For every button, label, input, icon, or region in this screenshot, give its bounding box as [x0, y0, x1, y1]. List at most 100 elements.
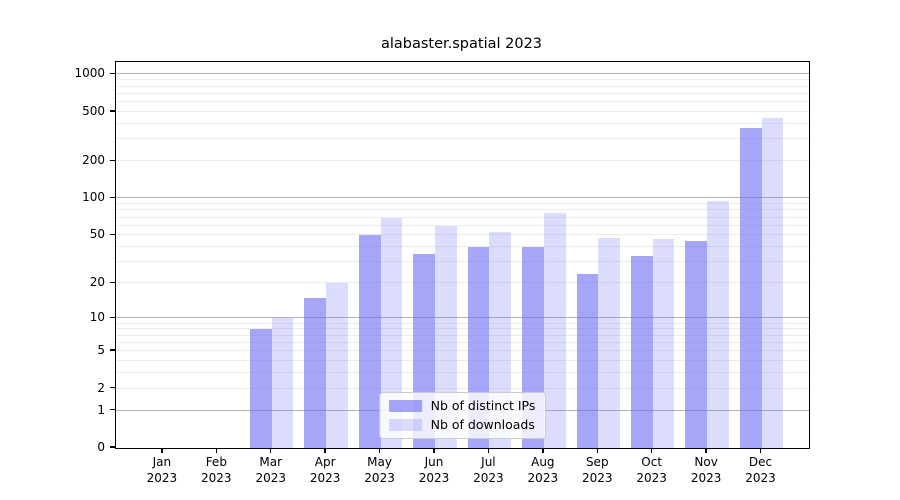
- x-tick-month: May: [367, 455, 392, 469]
- legend-swatch-distinct-ips: [388, 400, 422, 413]
- x-tick-label-jan: Jan 2023: [132, 454, 192, 486]
- y-tick-label: 1000: [74, 66, 105, 81]
- y-tick-label: 20: [89, 275, 105, 290]
- major-gridline: [116, 73, 809, 75]
- bar-downloads-oct: [652, 238, 675, 448]
- y-tick-label: 1: [97, 402, 105, 417]
- x-tick-mark: [215, 448, 217, 453]
- x-tick-label-aug: Aug 2023: [513, 454, 573, 486]
- bar-downloads-dec: [761, 118, 784, 448]
- minor-gridline: [116, 350, 809, 352]
- x-tick-label-may: May 2023: [350, 454, 410, 486]
- x-tick-mark: [378, 448, 381, 453]
- x-tick-mark: [542, 448, 544, 453]
- y-tick-label: 100: [82, 190, 105, 205]
- minor-gridline: [116, 359, 809, 361]
- minor-gridline: [116, 334, 809, 336]
- x-tick-year: 2023: [146, 471, 178, 485]
- x-tick-year: 2023: [636, 471, 667, 485]
- x-tick-year: 2023: [255, 471, 286, 485]
- bar-distinct-ips-oct: [630, 255, 653, 448]
- minor-gridline: [116, 322, 809, 324]
- x-tick-month: Jan: [152, 455, 172, 469]
- minor-gridline: [116, 341, 809, 343]
- minor-gridline: [116, 92, 809, 94]
- minor-gridline: [116, 387, 809, 389]
- y-tick-label: 500: [82, 103, 105, 118]
- legend-item-distinct-ips: Nb of distinct IPs: [388, 398, 536, 413]
- y-tick-mark: [110, 446, 115, 448]
- x-tick-month: Jun: [424, 455, 444, 469]
- minor-gridline: [116, 216, 809, 218]
- y-tick-mark: [110, 72, 115, 75]
- minor-gridline: [116, 224, 809, 226]
- chart-title: alabaster.spatial 2023: [380, 36, 543, 52]
- x-tick-year: 2023: [527, 471, 559, 485]
- y-tick-label: 50: [89, 227, 105, 242]
- minor-gridline: [116, 246, 809, 248]
- y-tick-mark: [110, 281, 115, 284]
- y-tick-mark: [110, 349, 115, 351]
- x-tick-month: Dec: [748, 455, 773, 469]
- major-gridline: [116, 197, 809, 199]
- minor-gridline: [116, 110, 809, 112]
- bar-distinct-ips-apr: [304, 298, 327, 448]
- y-tick-label: 5: [97, 343, 105, 358]
- minor-gridline: [116, 203, 809, 205]
- legend-label: Nb of downloads: [430, 416, 535, 432]
- y-tick-label: 10: [89, 310, 105, 325]
- x-tick-mark: [161, 448, 163, 453]
- x-tick-mark: [487, 448, 490, 453]
- y-tick-mark: [110, 196, 115, 199]
- x-tick-month: Aug: [531, 455, 555, 469]
- bar-downloads-apr: [326, 283, 348, 448]
- x-tick-year: 2023: [201, 471, 232, 485]
- x-tick-year: 2023: [690, 471, 722, 485]
- minor-gridline: [116, 209, 809, 211]
- bar-downloads-mar: [271, 318, 294, 448]
- x-tick-label-jul: Jul 2023: [458, 454, 518, 486]
- y-tick-mark: [110, 110, 115, 112]
- x-tick-mark: [596, 448, 598, 453]
- x-tick-year: 2023: [418, 471, 450, 485]
- bar-distinct-ips-mar: [250, 329, 272, 448]
- x-tick-year: 2023: [745, 471, 776, 485]
- x-tick-mark: [705, 448, 707, 453]
- x-tick-month: Feb: [205, 455, 227, 469]
- minor-gridline: [116, 122, 809, 124]
- major-gridline: [116, 317, 809, 319]
- x-tick-year: 2023: [309, 471, 341, 485]
- x-tick-label-oct: Oct 2023: [622, 454, 682, 486]
- x-tick-month: Oct: [641, 455, 663, 469]
- bar-distinct-ips-may: [358, 235, 381, 448]
- y-tick-mark: [110, 159, 115, 161]
- minor-gridline: [116, 138, 809, 140]
- legend-label: Nb of distinct IPs: [430, 398, 536, 413]
- x-tick-month: Mar: [259, 455, 283, 469]
- minor-gridline: [116, 234, 809, 236]
- legend-item-downloads: Nb of downloads: [388, 416, 536, 432]
- minor-gridline: [116, 101, 809, 103]
- x-tick-year: 2023: [364, 471, 395, 485]
- x-tick-month: Nov: [694, 455, 718, 469]
- x-tick-mark: [324, 448, 326, 453]
- x-tick-month: Sep: [585, 455, 609, 469]
- bar-downloads-sep: [598, 237, 620, 448]
- x-tick-month: Apr: [314, 455, 336, 469]
- plot-area: Nb of distinct IPs Nb of downloads: [115, 61, 810, 449]
- x-tick-label-mar: Mar 2023: [241, 454, 301, 486]
- minor-gridline: [116, 328, 809, 330]
- y-tick-label: 0: [97, 440, 105, 454]
- minor-gridline: [116, 372, 809, 374]
- y-tick-label: 200: [82, 153, 105, 168]
- legend: Nb of distinct IPs Nb of downloads: [378, 392, 547, 439]
- bar-downloads-aug: [543, 213, 566, 448]
- bar-distinct-ips-dec: [739, 128, 762, 448]
- minor-gridline: [116, 85, 809, 87]
- bar-distinct-ips-nov: [685, 241, 708, 448]
- x-tick-month: Jul: [481, 455, 496, 469]
- y-tick-label: 2: [97, 380, 105, 395]
- minor-gridline: [116, 282, 809, 284]
- x-tick-mark: [759, 448, 762, 453]
- minor-gridline: [116, 261, 809, 263]
